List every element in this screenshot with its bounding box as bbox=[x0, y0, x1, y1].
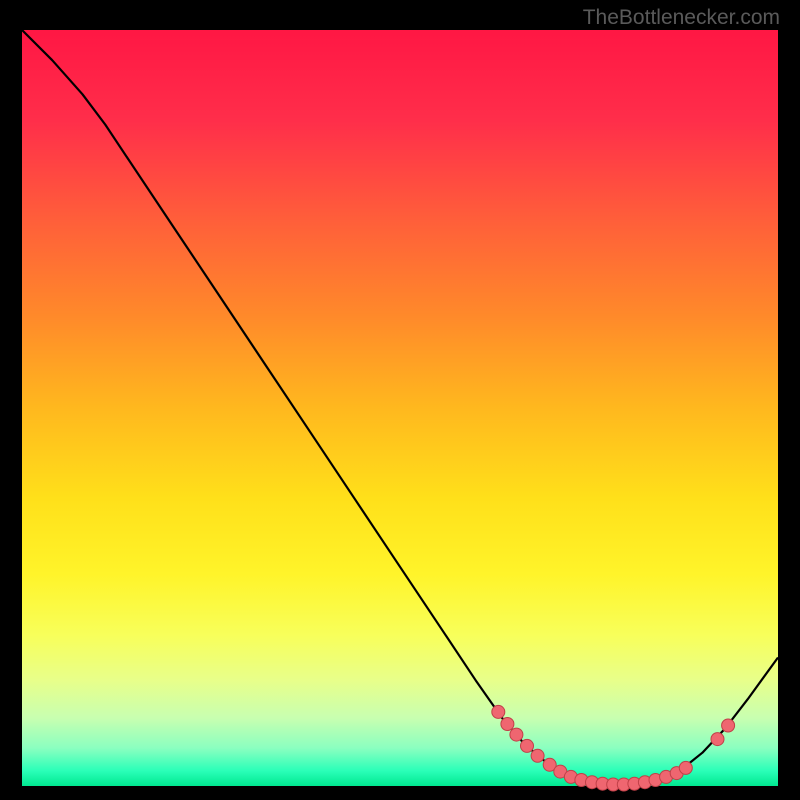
data-marker bbox=[510, 728, 523, 741]
bottleneck-chart: TheBottlenecker.com bbox=[0, 0, 800, 800]
data-marker bbox=[501, 718, 514, 731]
chart-svg bbox=[0, 0, 800, 800]
data-marker bbox=[711, 733, 724, 746]
data-marker bbox=[531, 749, 544, 762]
data-marker bbox=[679, 761, 692, 774]
data-marker bbox=[722, 719, 735, 732]
data-marker bbox=[492, 705, 505, 718]
watermark-text: TheBottlenecker.com bbox=[583, 6, 780, 30]
data-marker bbox=[521, 739, 534, 752]
plot-background bbox=[22, 30, 778, 786]
